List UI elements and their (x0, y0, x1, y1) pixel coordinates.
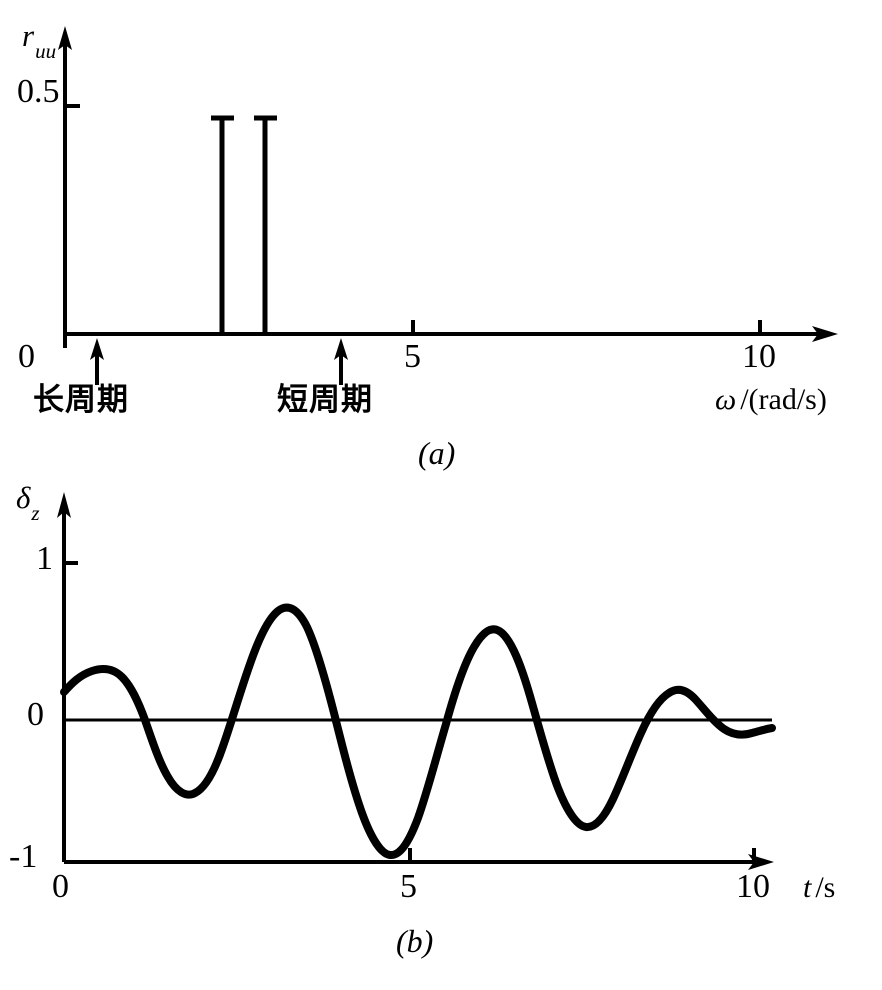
panel-b-y-axis (57, 492, 71, 862)
panel-b-x-axis (64, 854, 774, 870)
panel-a-xtick-label-0: 0 (18, 338, 35, 375)
panel-b-plot (57, 492, 776, 870)
panel-b-xtick-label-10: 10 (736, 868, 770, 905)
annotation-short-period: 短周期 (277, 382, 373, 418)
annotation-long-period: 长周期 (33, 382, 129, 418)
panel-b-x-axis-unit: /s (815, 871, 836, 904)
panel-a-xtick-label-10: 10 (742, 338, 776, 375)
panel-a-y-axis (58, 26, 72, 348)
panel-b-caption: (b) (396, 923, 434, 959)
panel-b-waveform (60, 603, 776, 859)
panel-b-xtick-label-0: 0 (52, 868, 69, 905)
panel-a-impulse-line-1 (211, 115, 234, 334)
short-period-arrow-icon (334, 338, 348, 385)
panel-a-impulse-line-2 (254, 115, 277, 334)
panel-b-y-axis-symbol: δ (16, 480, 31, 515)
panel-b-y-axis-label: δz (16, 480, 40, 524)
panel-a-caption: (a) (418, 435, 456, 471)
panel-a-xtick-label-5: 5 (404, 338, 421, 375)
panel-a-x-axis-label: ω/(rad/s) (715, 385, 827, 415)
panel-b-ytick-label-minus1: -1 (9, 838, 38, 875)
panel-b-ytick-label-1: 1 (36, 540, 53, 577)
panel-a-x-axis (65, 326, 838, 342)
panel-b-x-axis-label: t/s (803, 873, 835, 903)
panel-a-y-axis-symbol: r (22, 18, 35, 53)
panel-a-ytick-label-05: 0.5 (17, 73, 60, 110)
panel-a-y-axis-label: ruu (22, 18, 56, 62)
panel-a: ruu 0.5 0 5 10 长周期 短周期 ω/(rad/s) (a) (17, 18, 838, 471)
long-period-arrow-icon (90, 338, 104, 385)
panel-b-x-axis-symbol: t (803, 871, 812, 904)
panel-b-y-axis-subscript: z (31, 501, 40, 526)
panel-a-x-axis-symbol: ω (715, 383, 737, 416)
panel-b-ytick-label-0: 0 (27, 696, 44, 733)
panel-b-xtick-label-5: 5 (400, 868, 417, 905)
panel-a-x-axis-unit: /(rad/s) (740, 383, 827, 416)
panel-a-y-axis-subscript: uu (35, 39, 57, 64)
panel-b: δz 1 0 -1 0 5 10 t/s (b) (0, 470, 882, 990)
panel-a-plot (58, 26, 838, 385)
